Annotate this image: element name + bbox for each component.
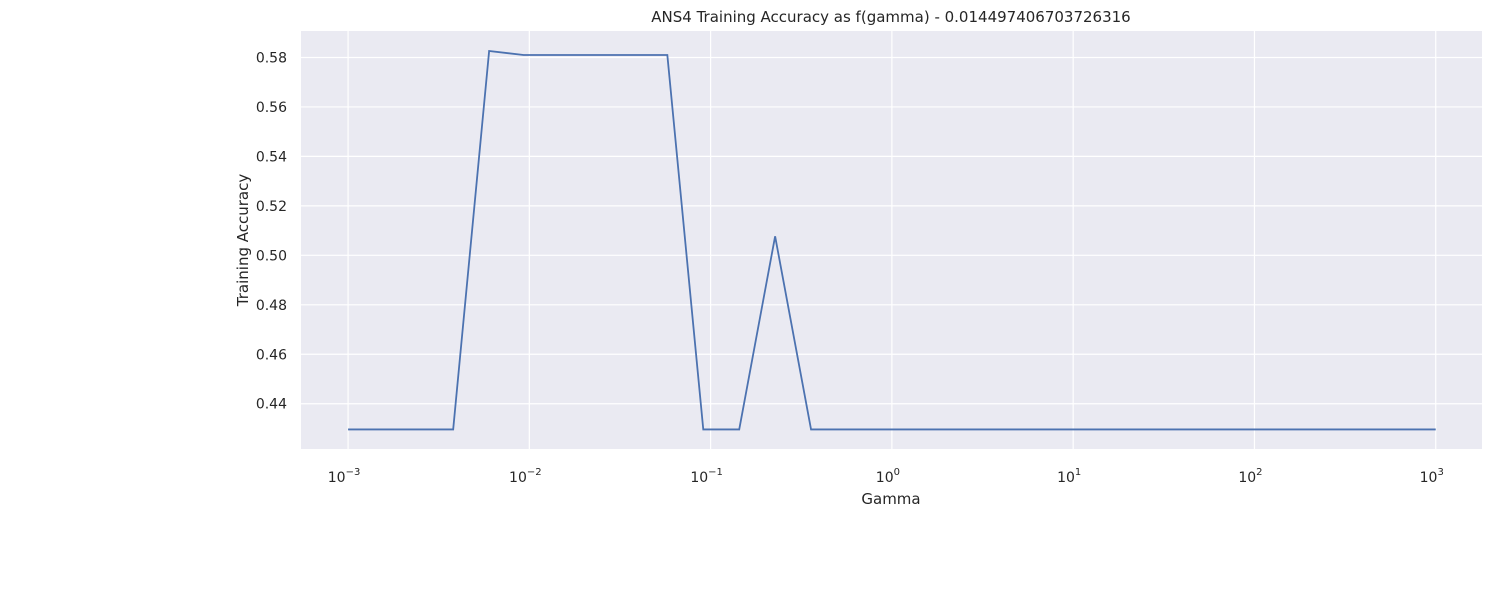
y-tick-label: 0.48 [256,298,287,314]
y-tick-label: 0.46 [256,347,287,363]
y-tick-label: 0.58 [256,50,287,66]
y-axis-label: Training Accuracy [234,174,252,308]
x-tick-exponent: −1 [708,467,723,478]
x-tick-label: 10−1 [690,467,723,486]
x-tick-label: 10−3 [328,467,361,486]
y-tick-label: 0.44 [256,397,287,413]
series-line [348,50,1436,431]
x-tick-base: 10 [328,470,346,486]
grid-lines [301,31,1482,449]
x-tick-label: 103 [1420,467,1444,486]
x-tick-label: 10−2 [509,467,542,486]
chart-title: ANS4 Training Accuracy as f(gamma) - 0.0… [651,8,1130,26]
x-tick-base: 10 [1057,470,1075,486]
x-tick-exponent: 3 [1437,467,1443,478]
y-tick-label: 0.52 [256,199,287,215]
x-tick-label: 100 [876,467,900,486]
y-tick-label: 0.50 [256,248,287,264]
y-tick-label: 0.56 [256,100,287,116]
x-tick-base: 10 [690,470,708,486]
x-tick-label: 102 [1238,467,1262,486]
x-tick-exponent: −3 [346,467,361,478]
x-tick-label: 101 [1057,467,1081,486]
x-tick-exponent: −2 [527,467,542,478]
x-tick-base: 10 [1420,470,1438,486]
x-tick-exponent: 1 [1075,467,1081,478]
x-tick-exponent: 2 [1256,467,1262,478]
x-tick-base: 10 [876,470,894,486]
y-axis-ticks: 0.44 0.46 0.48 0.50 0.52 0.54 0.56 0.58 [256,50,287,412]
y-tick-label: 0.54 [256,149,287,165]
x-tick-exponent: 0 [894,467,900,478]
x-axis-ticks: 10−3 10−2 10−1 100 101 102 103 [328,467,1444,486]
x-tick-base: 10 [509,470,527,486]
x-axis-label: Gamma [861,490,920,508]
x-tick-base: 10 [1238,470,1256,486]
